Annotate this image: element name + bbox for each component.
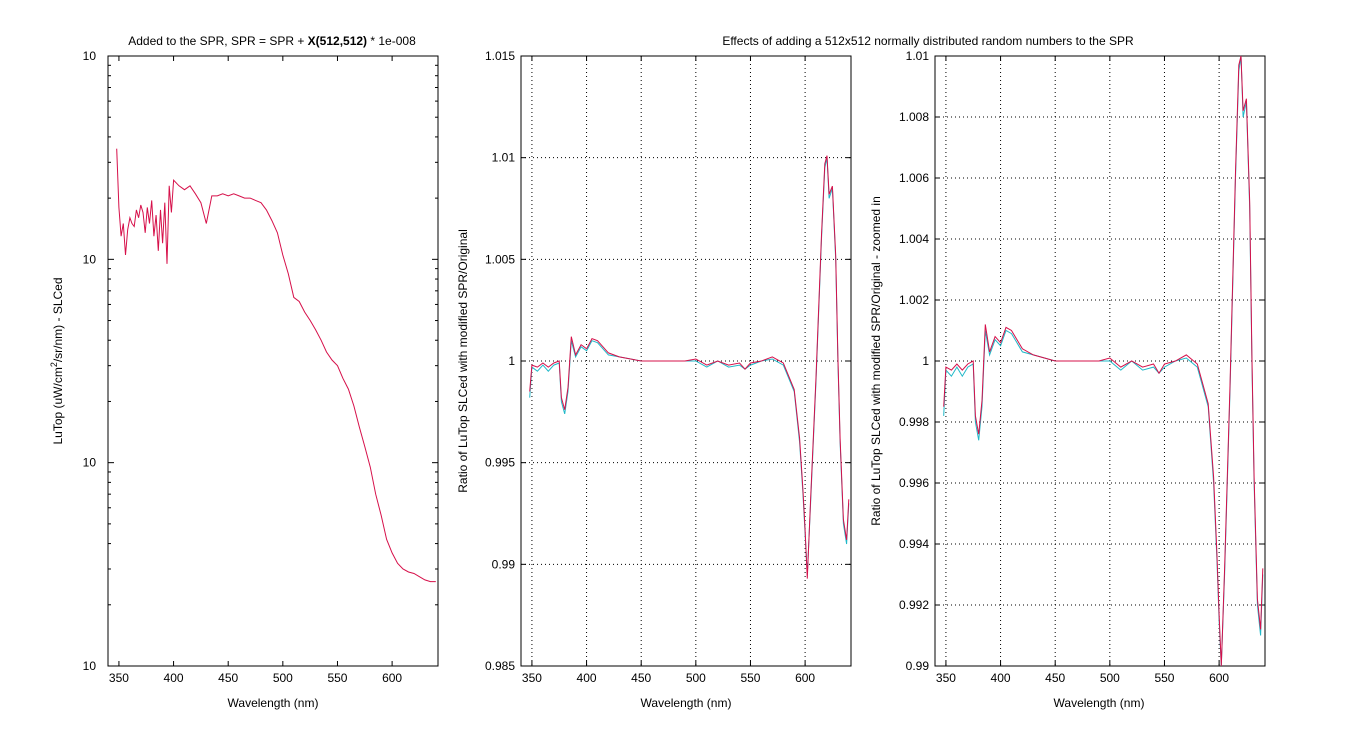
middle-x-axis-label: Wavelength (nm) xyxy=(641,696,732,710)
x-tick-label: 550 xyxy=(1154,671,1174,685)
y-tick-label: 1.015 xyxy=(485,49,515,63)
y-tick-label: 1.002 xyxy=(899,293,929,307)
x-tick-label: 400 xyxy=(164,671,184,685)
x-tick-label: 450 xyxy=(1045,671,1065,685)
y-tick-label: 1 xyxy=(922,354,929,368)
y-tick-label: 1.01 xyxy=(906,49,930,63)
y-tick-label: 0.994 xyxy=(899,537,929,551)
x-tick-label: 400 xyxy=(577,671,597,685)
right-axes: 350 400 450 500 550 600 0.990.9920.9940.9960.… xyxy=(869,49,1266,710)
left-x-ticks: 350 400 450 500 550 600 xyxy=(109,56,402,685)
left-x-axis-label: Wavelength (nm) xyxy=(228,696,319,710)
y-tick-label: 10 xyxy=(83,659,97,673)
x-tick-label: 600 xyxy=(382,671,402,685)
left-y-ticks: 10-210-1100101 xyxy=(83,49,438,673)
x-tick-label: 400 xyxy=(991,671,1011,685)
x-tick-label: 450 xyxy=(631,671,651,685)
y-tick-label: 10 xyxy=(83,252,97,266)
y-tick-label: 1.004 xyxy=(899,232,929,246)
x-tick-label: 500 xyxy=(1100,671,1120,685)
y-tick-label: 10 xyxy=(83,456,97,470)
left-plot-frame xyxy=(107,55,439,667)
x-tick-label: 600 xyxy=(1209,671,1229,685)
left-axes: 350 400 450 500 550 600 10-210-1100101 Wavele… xyxy=(49,49,439,710)
right-y-axis-label: Ratio of LuTop SLCed with modified SPR/O… xyxy=(869,196,883,526)
x-tick-label: 450 xyxy=(218,671,238,685)
x-tick-label: 500 xyxy=(273,671,293,685)
middle-y-ticks: 0.985 0.99 0.995 1 1.005 1.01 1.015 xyxy=(485,49,851,673)
middle-axes: 350 400 450 500 550 600 0.985 0.99 0.995 1 1.005 1… xyxy=(456,49,852,710)
y-tick-label: 0.996 xyxy=(899,476,929,490)
y-tick-label: 1.008 xyxy=(899,110,929,124)
middle-y-axis-label: Ratio of LuTop SLCed with modified SPR/O… xyxy=(456,229,470,492)
right-x-ticks: 350 400 450 500 550 600 xyxy=(936,56,1229,685)
x-tick-label: 550 xyxy=(740,671,760,685)
y-tick-label: 0.99 xyxy=(492,557,516,571)
y-tick-label: 1 xyxy=(508,354,515,368)
y-tick-label: 0.998 xyxy=(899,415,929,429)
middle-x-ticks: 350 400 450 500 550 600 xyxy=(522,56,815,685)
y-tick-label: 10 xyxy=(83,49,97,63)
left-chart-title: Added to the SPR, SPR = SPR + X(512,512)… xyxy=(128,34,416,48)
x-tick-label: 500 xyxy=(686,671,706,685)
x-tick-label: 350 xyxy=(109,671,129,685)
middle-series-line-1 xyxy=(529,157,850,575)
y-tick-label: 1.005 xyxy=(485,252,515,266)
right-series-line-2 xyxy=(943,55,1264,667)
x-tick-label: 550 xyxy=(327,671,347,685)
y-tick-label: 1.01 xyxy=(492,151,516,165)
x-tick-label: 350 xyxy=(936,671,956,685)
x-tick-label: 600 xyxy=(795,671,815,685)
x-tick-label: 350 xyxy=(522,671,542,685)
y-tick-label: 0.995 xyxy=(485,456,515,470)
left-y-axis-label: LuTop (uW/cm2/sr/nm) - SLCed xyxy=(49,277,65,444)
middle-series-line-2 xyxy=(529,155,850,579)
y-tick-label: 1.006 xyxy=(899,171,929,185)
y-tick-label: 0.985 xyxy=(485,659,515,673)
left-series-line xyxy=(116,148,436,583)
y-tick-label: 0.992 xyxy=(899,598,929,612)
main-chart-title: Effects of adding a 512x512 normally dis… xyxy=(722,34,1134,48)
right-x-axis-label: Wavelength (nm) xyxy=(1054,696,1145,710)
y-tick-label: 0.99 xyxy=(906,659,930,673)
right-y-ticks: 0.99 0.992 0.994 0.996 0.998 1 1.002 1.004 1.006… xyxy=(899,49,1265,673)
